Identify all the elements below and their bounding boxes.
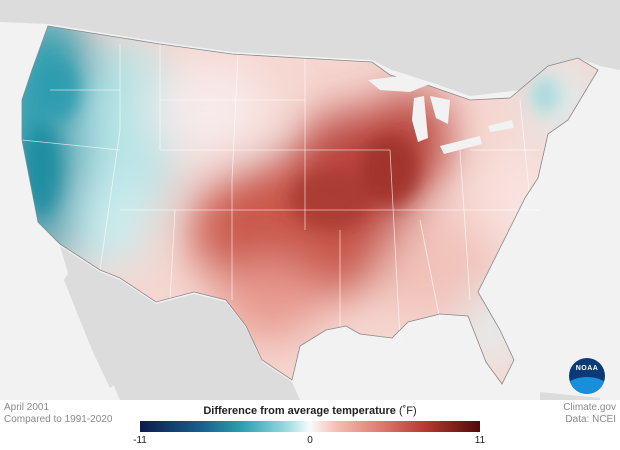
logo-wave bbox=[569, 377, 605, 394]
great-lakes bbox=[368, 76, 514, 154]
comparison-period: Compared to 1991-2020 bbox=[4, 414, 113, 425]
mexico-landmass bbox=[60, 246, 300, 400]
cuba-island bbox=[540, 392, 600, 400]
credits: Climate.gov Data: NCEI bbox=[563, 402, 616, 426]
temperature-anomaly-map bbox=[0, 0, 620, 400]
data-source: Data: NCEI bbox=[565, 414, 616, 425]
legend-unit: (˚F) bbox=[398, 405, 417, 417]
noaa-logo-icon: NOAA bbox=[569, 358, 605, 394]
state-borders bbox=[21, 44, 540, 341]
legend-mid-label: 0 bbox=[307, 435, 313, 446]
baja-peninsula bbox=[64, 270, 120, 388]
us-outline bbox=[21, 25, 599, 385]
map-info: April 2001 Compared to 1991-2020 bbox=[4, 402, 112, 426]
legend-title-text: Difference from average temperature bbox=[203, 405, 396, 417]
legend-colorbar bbox=[140, 421, 480, 432]
map-date: April 2001 bbox=[4, 402, 50, 413]
logo-text: NOAA bbox=[575, 365, 599, 372]
legend-title: Difference from average temperature (˚F) bbox=[140, 405, 480, 417]
credit-text: Climate.gov bbox=[563, 402, 616, 413]
legend-max-label: 11 bbox=[474, 435, 486, 446]
legend-min-label: -11 bbox=[133, 435, 147, 446]
canada-landmass bbox=[0, 0, 620, 96]
